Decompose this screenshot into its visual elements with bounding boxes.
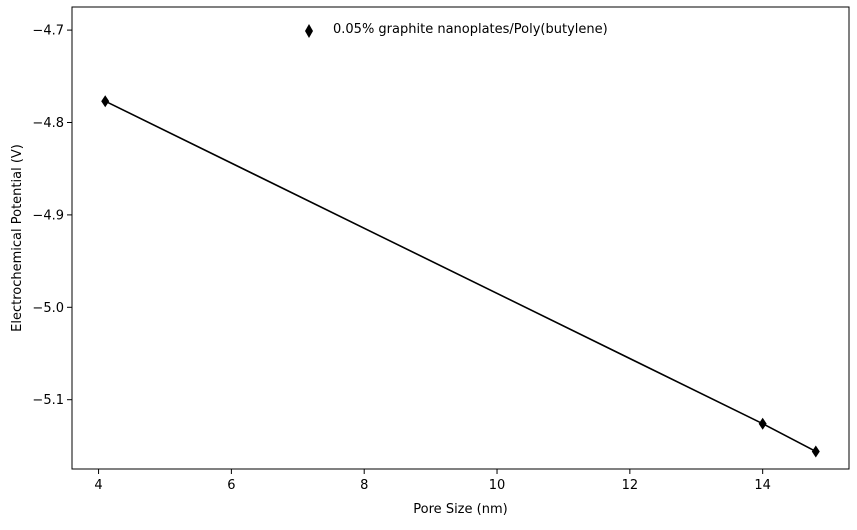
x-tick-label: 12	[622, 478, 639, 493]
x-tick-label: 4	[94, 478, 102, 493]
x-axis-ticks: 4 6 8 10 12 14	[94, 469, 771, 493]
legend-label: 0.05% graphite nanoplates/Poly(butylene)	[333, 22, 608, 37]
legend-marker-diamond-icon	[305, 24, 313, 38]
y-tick-label: −4.8	[32, 116, 64, 131]
data-point-diamond	[811, 445, 820, 458]
x-tick-label: 8	[360, 478, 368, 493]
x-tick-label: 10	[489, 478, 506, 493]
series-layer	[101, 95, 820, 458]
plot-area	[71, 6, 850, 470]
x-tick-label: 14	[754, 478, 771, 493]
data-point-diamond	[101, 95, 110, 108]
y-tick-label: −5.1	[32, 393, 64, 408]
y-axis-title: Electrochemical Potential (V)	[10, 144, 25, 332]
y-tick-label: −5.0	[32, 301, 64, 316]
y-axis-ticks: −4.7 −4.8 −4.9 −5.0 −5.1	[32, 24, 72, 408]
data-point-diamond	[758, 417, 767, 430]
x-tick-label: 6	[227, 478, 235, 493]
x-axis-title: Pore Size (nm)	[413, 502, 507, 517]
y-tick-label: −4.9	[32, 208, 64, 223]
y-tick-label: −4.7	[32, 24, 64, 39]
legend: 0.05% graphite nanoplates/Poly(butylene)	[305, 22, 608, 38]
